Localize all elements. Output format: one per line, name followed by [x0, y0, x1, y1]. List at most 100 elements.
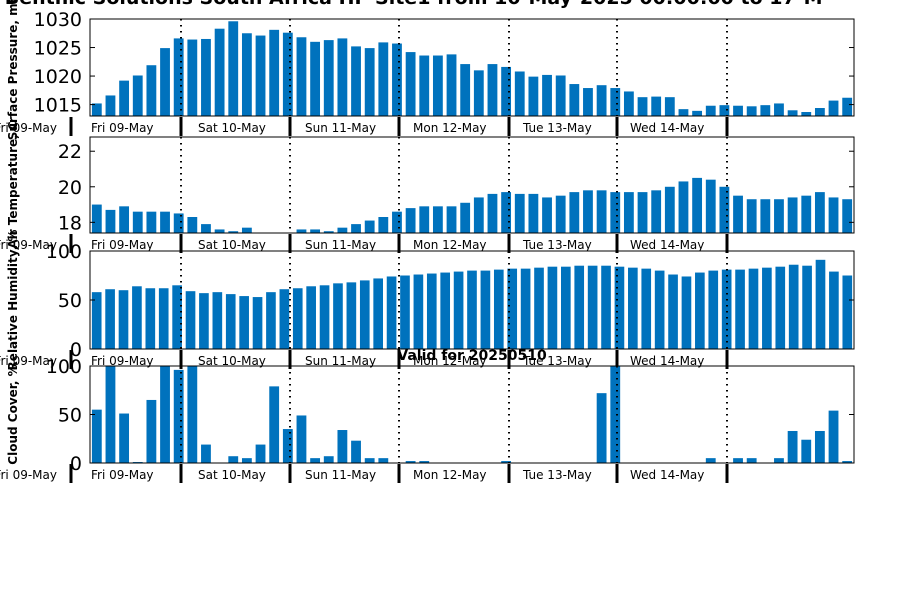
y-tick-label: 1025: [34, 38, 82, 60]
bar: [574, 265, 585, 349]
day-label: Tue 13-May: [522, 238, 592, 252]
bar: [118, 290, 129, 349]
bar: [555, 75, 566, 116]
bar: [392, 211, 402, 233]
bar: [446, 54, 457, 116]
bar: [555, 195, 566, 233]
bar: [337, 38, 348, 116]
bar: [637, 192, 648, 233]
bar: [323, 231, 334, 233]
bar: [323, 40, 334, 116]
bar: [774, 199, 784, 233]
y-axis-label: Relative Humidity, %: [6, 230, 20, 371]
bar: [705, 105, 716, 116]
bar: [228, 231, 239, 233]
bar: [241, 227, 252, 233]
day-label: Sat 10-May: [198, 354, 266, 368]
day-label: Mon 12-May: [413, 238, 487, 252]
bar: [664, 186, 675, 233]
bar: [708, 270, 719, 349]
bar: [735, 269, 745, 349]
bar: [172, 285, 182, 349]
y-tick-label: 0: [70, 339, 82, 361]
day-label: Fri 09-May: [91, 238, 154, 252]
bar: [105, 366, 116, 463]
bar: [160, 211, 170, 233]
bar: [201, 224, 211, 233]
bar: [774, 103, 784, 116]
bar: [678, 109, 689, 116]
bar: [692, 177, 703, 233]
bar: [520, 268, 531, 349]
day-label: Tue 13-May: [522, 121, 592, 135]
day-label: Fri 09-May: [0, 468, 57, 482]
bar: [255, 35, 266, 116]
bar: [473, 70, 484, 116]
y-axis-label: Cloud Cover, %: [6, 364, 20, 464]
bar: [801, 439, 812, 463]
bar: [651, 190, 662, 233]
bar: [146, 211, 157, 233]
bar: [501, 461, 512, 463]
bar: [292, 288, 303, 349]
bar: [386, 276, 397, 349]
bar: [279, 289, 290, 349]
bar: [212, 292, 223, 349]
bar: [241, 458, 252, 463]
bar: [306, 286, 316, 349]
bar: [651, 96, 662, 116]
bar: [173, 369, 184, 463]
bar: [842, 97, 853, 116]
bar: [228, 21, 239, 117]
day-label: Sat 10-May: [198, 238, 266, 252]
bar: [239, 296, 249, 349]
bar: [610, 88, 621, 116]
bar: [801, 195, 812, 233]
bar: [788, 264, 799, 349]
bar: [705, 179, 716, 233]
bar: [296, 415, 307, 463]
bar: [373, 278, 383, 349]
bar: [105, 95, 116, 116]
bar: [583, 88, 593, 116]
bar: [255, 444, 266, 463]
bar: [561, 266, 571, 349]
bar: [787, 197, 798, 233]
bar: [419, 461, 430, 463]
bar: [160, 366, 170, 463]
panel-4: 0 50 100 Cloud Cover, % Valid for 20250510 Fr…: [0, 348, 855, 483]
bar: [91, 204, 102, 233]
bar: [346, 282, 357, 349]
day-label: Tue 13-May: [522, 468, 592, 482]
bar: [692, 110, 703, 116]
bar: [241, 33, 252, 117]
bar: [668, 274, 678, 349]
bar: [266, 292, 276, 349]
bar: [333, 283, 343, 349]
figure-title: o: Benthic Solutions South Africa HP Sit…: [0, 0, 822, 9]
bar: [501, 66, 512, 116]
bar: [282, 429, 293, 463]
y-tick-label: 22: [58, 141, 82, 163]
bar: [225, 294, 236, 349]
bar: [173, 213, 184, 233]
bar: [719, 105, 730, 116]
bar: [815, 259, 826, 349]
bar: [514, 71, 525, 116]
bar: [359, 280, 370, 349]
bar: [310, 458, 321, 463]
bar: [91, 409, 102, 463]
bar: [814, 430, 825, 463]
bar: [145, 288, 156, 349]
bar: [596, 393, 607, 463]
bar: [721, 269, 732, 349]
bar: [201, 38, 211, 116]
axes-frame: [89, 18, 855, 117]
bar: [214, 28, 225, 117]
day-label: Wed 14-May: [630, 121, 704, 135]
bar: [814, 108, 825, 116]
day-label: Fri 09-May: [91, 121, 154, 135]
